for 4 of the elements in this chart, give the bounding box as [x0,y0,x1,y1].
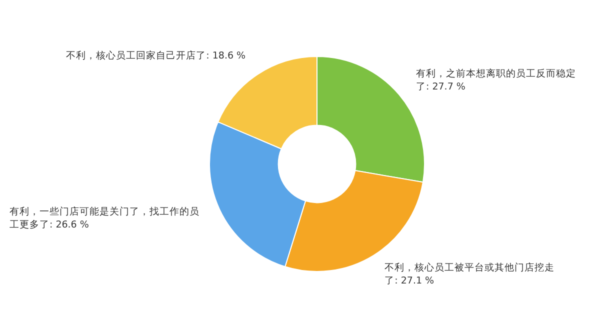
slice-label: 不利，核心员工回家自己开店了: 18.6 % [66,49,246,62]
slice-label: 不利，核心员工被平台或其他门店挖走了: 27.1 % [384,261,555,286]
slice-label: 有利，一些门店可能是关门了，找工作的员工更多了: 26.6 % [9,205,200,230]
slice-label: 有利，之前本想离职的员工反而稳定了: 27.7 % [416,67,576,92]
